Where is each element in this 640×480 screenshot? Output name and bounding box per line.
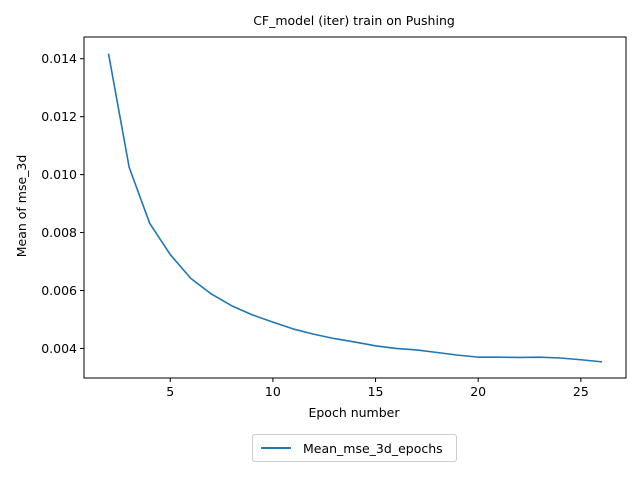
x-tick-label: 5	[166, 384, 174, 399]
x-tick-label: 15	[368, 384, 384, 399]
x-axis-ticks: 5 10 15 20 25	[166, 378, 589, 399]
plot-area	[83, 36, 627, 379]
x-tick-label: 10	[265, 384, 281, 399]
y-tick-label: 0.004	[41, 341, 77, 356]
legend-line-swatch	[261, 447, 291, 449]
axes-frame	[83, 36, 627, 379]
x-tick-label: 20	[470, 384, 486, 399]
legend-label: Mean_mse_3d_epochs	[303, 440, 443, 456]
chart-title: CF_model (iter) train on Pushing	[253, 13, 455, 28]
x-axis-label: Epoch number	[308, 405, 400, 420]
y-axis-label: Mean of mse_3d	[14, 155, 29, 258]
chart-legend: Mean_mse_3d_epochs	[252, 434, 457, 462]
series-line-mean-mse-3d-epochs	[107, 53, 603, 363]
y-tick-label: 0.006	[41, 283, 77, 298]
y-axis-ticks: 0.004 0.006 0.008 0.010 0.012 0.014	[41, 51, 84, 356]
y-tick-label: 0.014	[41, 51, 77, 66]
y-tick-label: 0.010	[41, 167, 77, 182]
y-tick-label: 0.012	[41, 109, 77, 124]
y-tick-label: 0.008	[41, 225, 77, 240]
series-layer	[107, 53, 603, 363]
x-tick-label: 25	[573, 384, 589, 399]
